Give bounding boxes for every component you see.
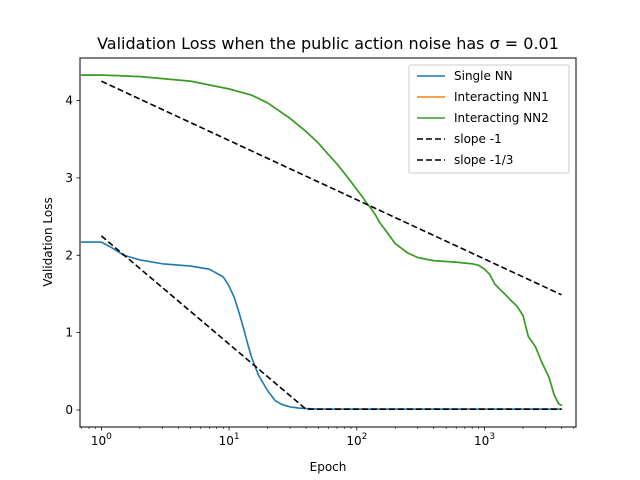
x-axis-ticks: 100 101 102 103 bbox=[81, 427, 575, 448]
x-axis-label: Epoch bbox=[310, 460, 347, 474]
series-line-slope-1 bbox=[100, 235, 562, 411]
plot-lines bbox=[80, 74, 563, 411]
y-tick-label: 1 bbox=[65, 326, 73, 340]
x-tick-label: 101 bbox=[219, 432, 240, 448]
legend-label: Interacting NN2 bbox=[454, 111, 549, 125]
y-tick-label: 3 bbox=[65, 171, 73, 185]
x-tick-label: 102 bbox=[346, 432, 367, 448]
y-axis-ticks: 0 1 2 3 4 bbox=[65, 94, 80, 417]
legend-label: slope -1 bbox=[454, 132, 502, 146]
x-tick-label: 103 bbox=[474, 432, 495, 448]
series-line-slope-1-3 bbox=[101, 80, 562, 296]
y-tick-label: 0 bbox=[65, 403, 73, 417]
x-tick-label: 100 bbox=[91, 432, 112, 448]
legend-label: Interacting NN1 bbox=[454, 90, 549, 104]
y-tick-label: 2 bbox=[65, 248, 73, 262]
legend: Single NN Interacting NN1 Interacting NN2 s… bbox=[408, 64, 570, 174]
series-line-single-nn bbox=[80, 241, 563, 410]
y-axis-label: Validation Loss bbox=[41, 197, 55, 286]
legend-box bbox=[408, 64, 570, 174]
legend-label: Single NN bbox=[454, 69, 513, 83]
plot-area-frame bbox=[79, 57, 577, 428]
legend-label: slope -1/3 bbox=[454, 153, 513, 167]
chart-title: Validation Loss when the public action n… bbox=[97, 34, 559, 53]
series-line-interacting-nn2 bbox=[80, 74, 563, 407]
y-tick-label: 4 bbox=[65, 94, 73, 108]
